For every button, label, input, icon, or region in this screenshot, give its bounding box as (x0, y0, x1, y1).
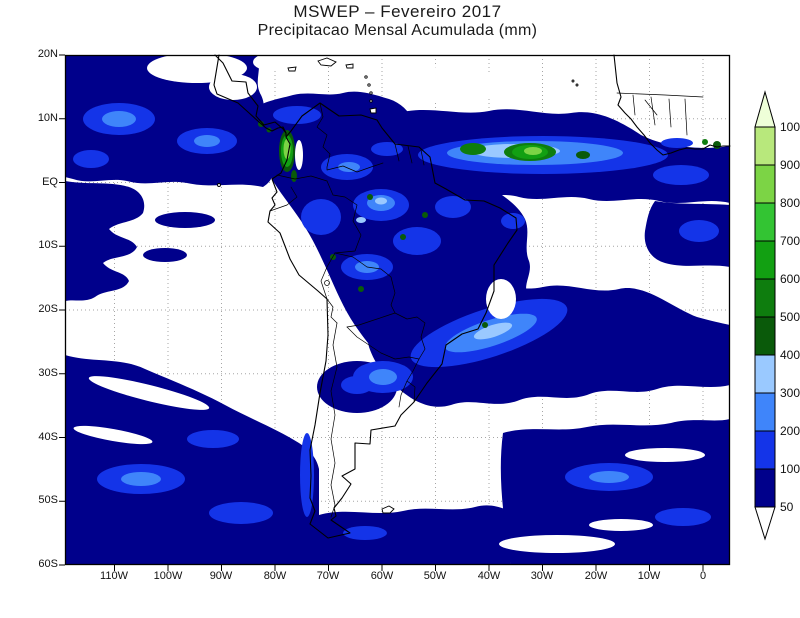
lon-tick-label: 80W (263, 570, 287, 582)
galapagos-island (217, 183, 221, 187)
colorbar-seg-100-200 (754, 430, 776, 470)
colorbar-tick-label: 700 (780, 234, 800, 248)
precipitation-map (59, 53, 731, 571)
lat-tick-label: 10S (38, 239, 58, 251)
africa-coastline (613, 54, 731, 156)
lon-tick-label: 0 (699, 570, 707, 582)
central-america-coastline (213, 54, 287, 138)
lon-tick-label: 50W (423, 570, 447, 582)
lat-tick-label: 30S (38, 367, 58, 379)
colorbar-seg-50-100 (754, 468, 776, 508)
colorbar: 1000 900 800 700 600 500 400 300 200 100… (754, 90, 800, 541)
colorbar-tick-label: 400 (780, 348, 800, 362)
precip-layer-800-900 (283, 139, 542, 159)
antilles-islet (369, 99, 373, 103)
precip-layer-50-100 (65, 55, 730, 565)
colorbar-tick-label: 1000 (780, 120, 800, 134)
lake-titicaca (324, 280, 330, 286)
lon-tick-label: 20W (584, 570, 608, 582)
colorbar-seg-500-600 (754, 278, 776, 318)
lon-tick-label: 10W (637, 570, 661, 582)
falkland-islands (381, 505, 395, 514)
colorbar-tick-label: 100 (780, 462, 800, 476)
lon-tick-label: 30W (530, 570, 554, 582)
colorbar-seg-800-900 (754, 164, 776, 204)
colorbar-seg-400-500 (754, 316, 776, 356)
lat-tick-label: 20N (37, 48, 58, 60)
colorbar-seg-900-1000 (754, 126, 776, 166)
lon-tick-label: 60W (370, 570, 394, 582)
colorbar-tick-label: 300 (780, 386, 800, 400)
colorbar-tick-label: 900 (780, 158, 800, 172)
colorbar-arrow-below-50 (754, 506, 776, 541)
colorbar-seg-600-700 (754, 240, 776, 280)
lon-tick-label: 90W (209, 570, 233, 582)
antilles-islet (369, 91, 373, 95)
axis-ticks (59, 54, 704, 571)
south-america-coastline (267, 102, 518, 539)
dry-regions-upper (147, 53, 497, 105)
lat-tick-label: 10N (37, 112, 58, 124)
lat-tick-label: 40S (38, 431, 58, 443)
lon-tick-label: 70W (316, 570, 340, 582)
lon-tick-label: 100W (153, 570, 183, 582)
coastlines (213, 54, 731, 539)
lat-tick-label: 20S (38, 303, 58, 315)
colorbar-seg-700-800 (754, 202, 776, 242)
dry-regions-lower (73, 140, 705, 553)
colorbar-tick-label: 800 (780, 196, 800, 210)
figure-subtitle: Precipitacao Mensal Acumulada (mm) (257, 22, 538, 39)
country-borders (269, 92, 704, 518)
colorbar-seg-300-400 (754, 354, 776, 394)
antilles-islet (367, 83, 371, 87)
colorbar-tick-label: 50 (780, 500, 794, 514)
cape-verde-islet (571, 79, 575, 83)
lon-tick-label: 40W (477, 570, 501, 582)
colorbar-tick-label: 200 (780, 424, 800, 438)
figure-title: MSWEP – Fevereiro 2017 (293, 2, 502, 21)
lat-tick-label: 60S (38, 558, 58, 570)
puerto-rico-island (345, 63, 354, 69)
lon-tick-label: 110W (100, 570, 128, 582)
cape-verde-islet (575, 83, 579, 87)
colorbar-arrow-above-1000 (754, 90, 776, 128)
trinidad-island (369, 107, 377, 114)
lat-tick-label: EQ (42, 176, 58, 188)
colorbar-tick-label: 600 (780, 272, 800, 286)
map-frame (59, 54, 731, 571)
colorbar-tick-label: 500 (780, 310, 800, 324)
colorbar-seg-200-300 (754, 392, 776, 432)
lat-tick-label: 50S (38, 494, 58, 506)
jamaica-island (287, 66, 297, 72)
hispaniola-island (317, 57, 337, 67)
antilles-islet (364, 75, 368, 79)
